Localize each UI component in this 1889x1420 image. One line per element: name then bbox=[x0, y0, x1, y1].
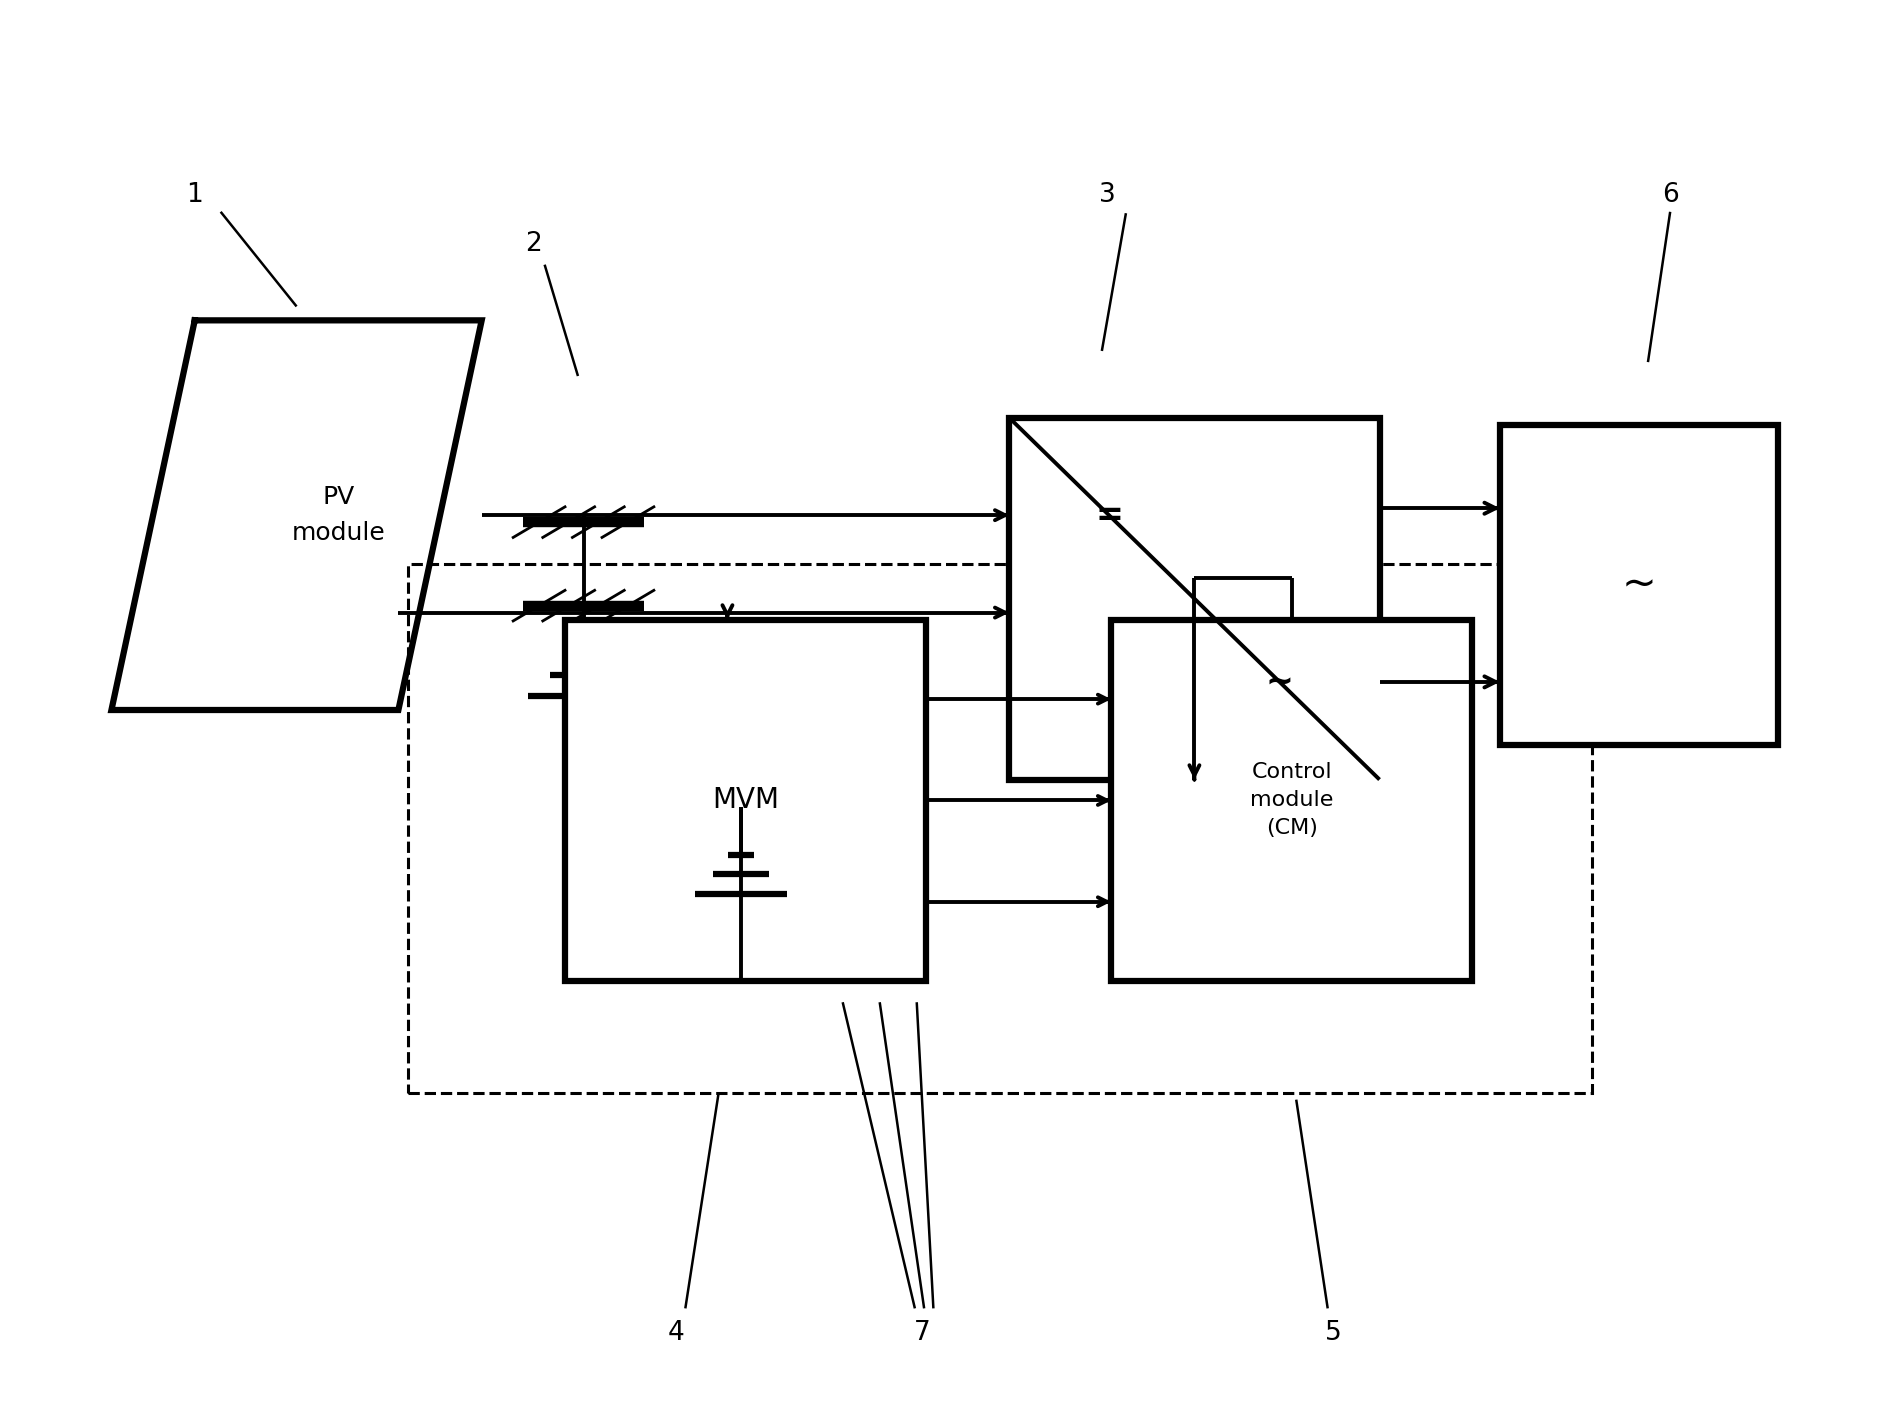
Text: 1: 1 bbox=[187, 182, 204, 209]
Text: 6: 6 bbox=[1662, 182, 1679, 209]
Polygon shape bbox=[111, 321, 482, 710]
Bar bbox=[1009, 417, 1379, 780]
Text: PV
module: PV module bbox=[291, 486, 385, 545]
Text: =: = bbox=[1096, 498, 1124, 532]
Bar bbox=[1500, 425, 1778, 744]
Text: 2: 2 bbox=[525, 231, 542, 257]
Text: 7: 7 bbox=[914, 1321, 931, 1346]
Text: 5: 5 bbox=[1324, 1321, 1341, 1346]
Text: ~: ~ bbox=[1266, 666, 1294, 699]
Text: Control
module
(CM): Control module (CM) bbox=[1251, 763, 1334, 838]
Text: 4: 4 bbox=[667, 1321, 684, 1346]
Bar bbox=[408, 564, 1592, 1093]
Bar bbox=[1111, 619, 1472, 981]
Bar bbox=[565, 619, 926, 981]
Text: ~: ~ bbox=[1621, 564, 1657, 606]
Text: MVM: MVM bbox=[712, 787, 778, 815]
Text: 3: 3 bbox=[1099, 182, 1116, 209]
